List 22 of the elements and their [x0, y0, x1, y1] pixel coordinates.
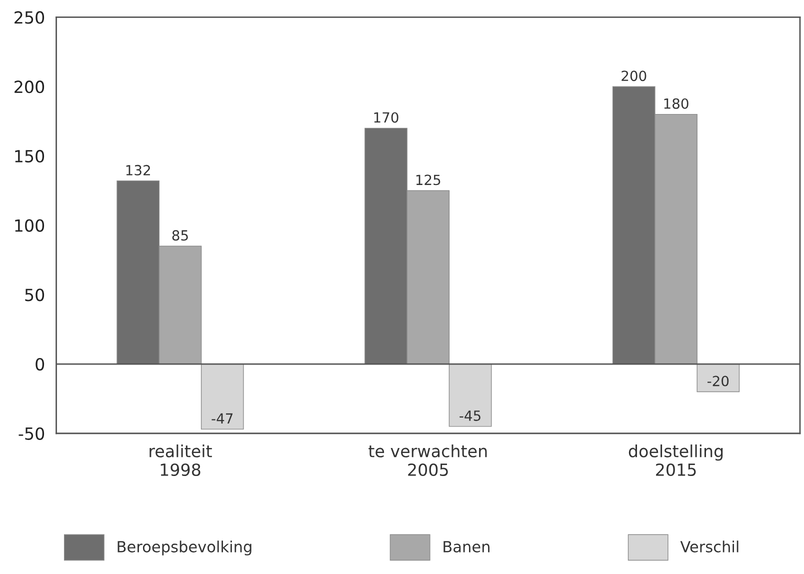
- legend-label: Beroepsbevolking: [118, 540, 252, 556]
- y-tick-label: -50: [18, 427, 44, 440]
- data-label: 132: [126, 164, 150, 176]
- data-label: -47: [212, 413, 233, 424]
- data-label: 85: [172, 230, 188, 241]
- data-label: 200: [622, 70, 646, 82]
- y-tick-label: 50: [25, 288, 44, 302]
- legend-label: Verschil: [680, 540, 738, 552]
- y-tick-label: 250: [14, 11, 44, 24]
- y-tick-label: 100: [15, 219, 44, 232]
- y-tick-label: 200: [14, 80, 44, 94]
- data-label: -45: [460, 410, 480, 421]
- data-label: -20: [708, 376, 729, 386]
- x-tick-label: te verwachten 2005: [368, 444, 487, 476]
- x-tick-label: doelstelling 2015: [628, 444, 723, 476]
- y-tick-label: 0: [36, 358, 44, 371]
- x-tick-label: realiteit 1998: [150, 444, 212, 476]
- data-label: 170: [374, 112, 398, 123]
- data-label: 180: [664, 98, 688, 109]
- y-tick-label: 150: [15, 150, 44, 163]
- legend-label: Banen: [444, 541, 490, 552]
- data-label: 125: [416, 174, 440, 186]
